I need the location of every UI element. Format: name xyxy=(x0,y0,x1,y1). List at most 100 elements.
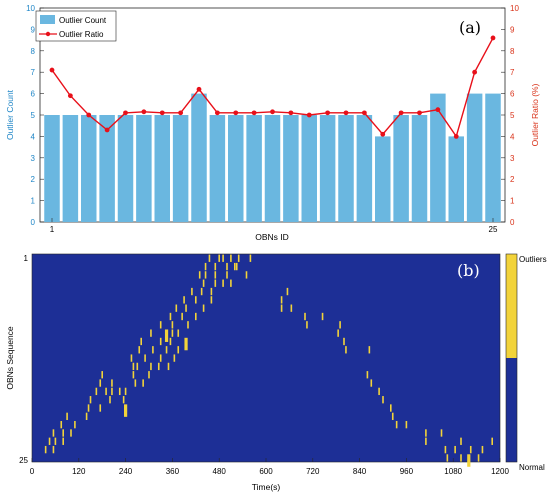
ratio-point-obn-22 xyxy=(435,107,441,113)
outlier-cell xyxy=(382,396,384,404)
outlier-cell xyxy=(165,346,168,354)
bar-obn-10 xyxy=(209,115,226,222)
ratio-point-obn-2 xyxy=(67,93,73,99)
ratio-point-obn-18 xyxy=(361,110,367,116)
outlier-cell xyxy=(191,287,193,296)
outlier-cell xyxy=(337,329,339,337)
outlier-cell xyxy=(345,346,347,354)
bar-obn-3 xyxy=(81,115,97,222)
right-tick-label: 4 xyxy=(510,132,515,141)
bar-obn-22 xyxy=(430,93,446,222)
y-axis-label-b: OBNs Sequence xyxy=(5,326,15,390)
ratio-point-obn-16 xyxy=(325,110,331,116)
outlier-cell xyxy=(200,287,203,296)
colorbar: Outliers Normal xyxy=(505,253,547,472)
outlier-cell xyxy=(204,271,207,279)
outlier-cell xyxy=(169,337,172,346)
x-tick-label-b: 1200 xyxy=(491,467,509,476)
outlier-cell xyxy=(391,412,394,420)
outlier-cell xyxy=(321,312,324,321)
y-axis-ticks-b: 1 25 xyxy=(19,254,28,465)
outlier-cell xyxy=(142,379,144,387)
outlier-cell xyxy=(62,429,64,437)
y-tick-label-b: 1 xyxy=(24,254,29,263)
outlier-cell xyxy=(101,371,103,379)
outlier-cell xyxy=(230,279,232,287)
outlier-cell xyxy=(173,354,176,362)
left-tick-label: 9 xyxy=(31,25,36,34)
ratio-point-obn-7 xyxy=(159,110,165,116)
outlier-cell xyxy=(234,262,236,271)
right-axis-label: Outlier Ratio (%) xyxy=(530,83,540,146)
outlier-cell xyxy=(290,304,293,312)
bar-obn-21 xyxy=(411,115,428,222)
outlier-cell xyxy=(481,445,484,454)
x-axis-ticks-a: 1 25 xyxy=(50,218,498,234)
outlier-cell xyxy=(105,387,107,396)
outlier-cell xyxy=(210,287,213,296)
x-tick-label-b: 0 xyxy=(30,467,35,476)
ratio-point-obn-24 xyxy=(472,69,478,75)
outlier-cell xyxy=(111,387,113,396)
bar-obn-9 xyxy=(191,93,207,222)
left-tick-label: 7 xyxy=(31,68,36,77)
outlier-cell xyxy=(52,429,55,437)
outlier-cell xyxy=(339,321,341,329)
outlier-cell xyxy=(140,337,142,346)
ratio-point-obn-12 xyxy=(251,110,257,116)
outlier-cell xyxy=(395,421,398,429)
colorbar-normal-segment xyxy=(506,358,517,462)
outlier-cell xyxy=(183,296,185,304)
right-tick-label: 10 xyxy=(510,4,519,13)
right-tick-label: 0 xyxy=(510,218,515,227)
bar-obn-25 xyxy=(485,93,501,222)
outlier-cell xyxy=(195,296,197,304)
y-tick-label-b: 25 xyxy=(19,456,28,465)
bar-obn-6 xyxy=(136,115,152,222)
outlier-cell xyxy=(159,321,162,329)
outlier-cell xyxy=(48,437,51,445)
outlier-cell xyxy=(118,387,121,396)
ratio-point-obn-1 xyxy=(49,67,55,73)
left-tick-label: 3 xyxy=(31,154,36,163)
x-axis-label-a: OBNs ID xyxy=(255,232,289,242)
outlier-cell xyxy=(177,329,180,337)
outlier-cell xyxy=(185,304,187,312)
ratio-point-obn-9 xyxy=(196,86,202,92)
outlier-cell xyxy=(54,437,57,445)
x-axis-ticks-b: 0 120 240 360 480 600 720 840 960 1080 1200 xyxy=(30,458,509,476)
left-tick-label: 1 xyxy=(31,197,36,206)
x-tick-label-b: 720 xyxy=(306,467,320,476)
outlier-cell xyxy=(460,437,462,445)
outlier-cell xyxy=(136,362,139,371)
outlier-cell xyxy=(124,404,128,417)
left-axis-ticks: 0 1 2 3 4 5 6 7 8 9 10 xyxy=(26,4,44,227)
outlier-cell xyxy=(202,304,205,312)
outlier-cell xyxy=(280,304,283,312)
legend-bar-swatch xyxy=(40,15,55,24)
heatmap-outlier-cells xyxy=(44,254,493,467)
outlier-cell xyxy=(87,404,90,412)
bar-obn-8 xyxy=(172,115,189,222)
outlier-cell xyxy=(286,287,289,296)
bar-obn-18 xyxy=(356,115,373,222)
bar-series xyxy=(44,93,501,222)
legend-line-marker xyxy=(45,31,51,37)
outlier-cell xyxy=(144,354,146,362)
ratio-point-obn-4 xyxy=(104,127,110,133)
outlier-cell xyxy=(138,346,141,354)
right-tick-label: 3 xyxy=(510,154,515,163)
bar-obn-11 xyxy=(228,115,244,222)
bar-obn-23 xyxy=(448,136,464,222)
left-tick-label: 4 xyxy=(31,132,36,141)
left-axis-label: Outlier Count xyxy=(5,89,15,140)
x-tick-label-b: 480 xyxy=(213,467,227,476)
outlier-cell xyxy=(444,445,447,454)
outlier-heatmap: 0 120 240 360 480 600 720 840 960 1080 1200 1 25 Ti… xyxy=(5,253,547,492)
outlier-cell xyxy=(226,271,228,279)
left-tick-label: 2 xyxy=(31,175,36,184)
outlier-cell xyxy=(198,271,201,279)
outlier-cell xyxy=(237,254,240,262)
outlier-cell xyxy=(62,437,64,445)
x-tick-label-b: 960 xyxy=(400,467,414,476)
